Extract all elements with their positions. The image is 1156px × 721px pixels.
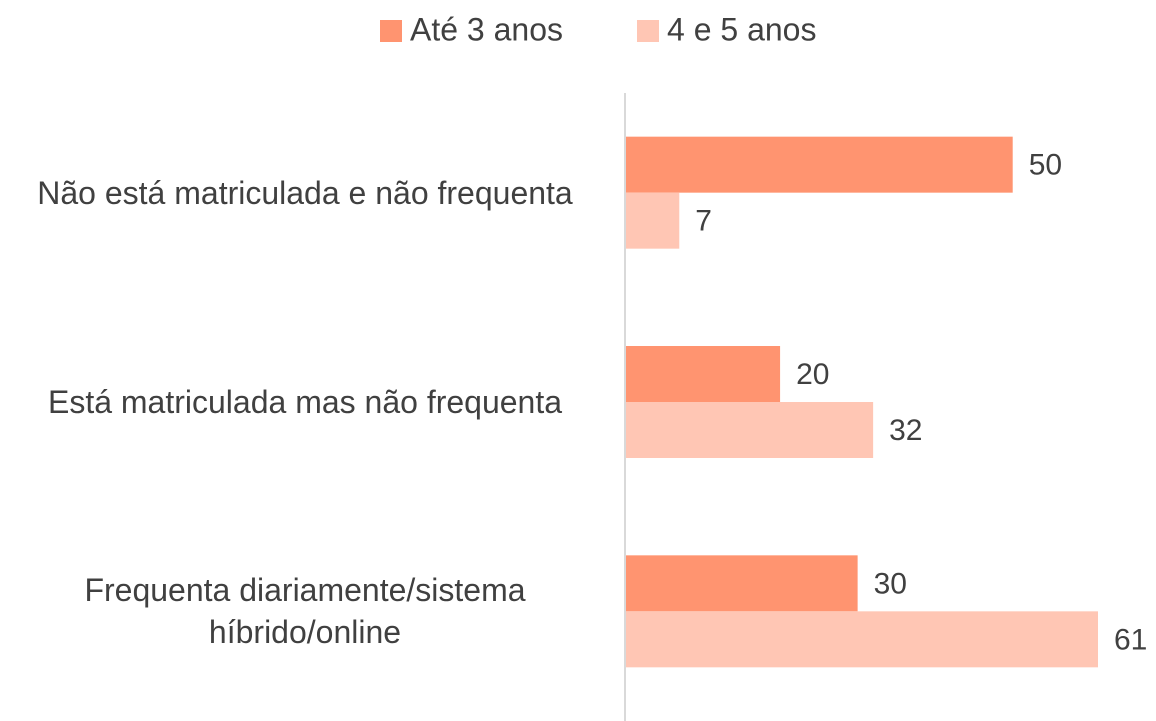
bar bbox=[625, 555, 858, 612]
data-label: 30 bbox=[874, 567, 907, 600]
data-label: 32 bbox=[889, 414, 922, 447]
bar bbox=[625, 192, 680, 249]
category-label: Frequenta diariamente/sistema híbrido/on… bbox=[84, 572, 526, 651]
data-label: 61 bbox=[1114, 623, 1147, 656]
bar bbox=[625, 611, 1098, 668]
data-label: 50 bbox=[1029, 149, 1062, 182]
legend-label: 4 e 5 anos bbox=[667, 11, 816, 47]
legend-label: Até 3 anos bbox=[410, 11, 563, 47]
legend-swatch bbox=[637, 20, 659, 42]
data-label: 7 bbox=[695, 205, 712, 238]
bar bbox=[625, 136, 1013, 193]
legend-swatch bbox=[380, 20, 402, 42]
bar bbox=[625, 346, 781, 402]
data-label: 20 bbox=[796, 358, 829, 391]
bar bbox=[625, 402, 874, 458]
category-label: Está matriculada mas não frequenta bbox=[47, 384, 563, 420]
category-label: Não está matriculada e não frequenta bbox=[37, 174, 573, 211]
